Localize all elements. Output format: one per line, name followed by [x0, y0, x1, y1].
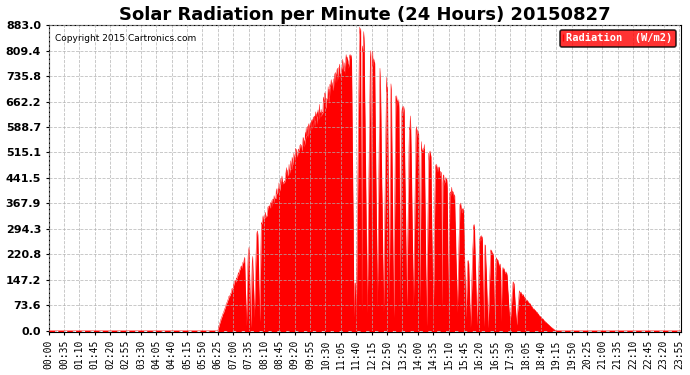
- Title: Solar Radiation per Minute (24 Hours) 20150827: Solar Radiation per Minute (24 Hours) 20…: [119, 6, 611, 24]
- Text: Copyright 2015 Cartronics.com: Copyright 2015 Cartronics.com: [55, 34, 196, 44]
- Legend: Radiation  (W/m2): Radiation (W/m2): [560, 30, 676, 46]
